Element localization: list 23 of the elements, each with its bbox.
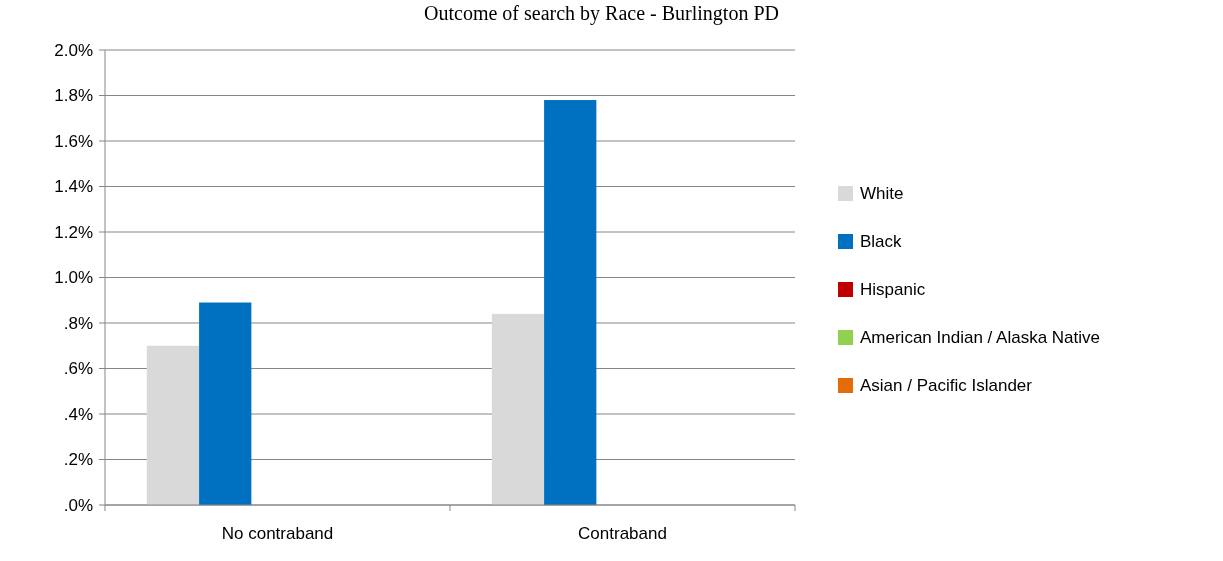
bar [491,313,545,505]
legend-label: White [860,183,904,203]
legend-label: Asian / Pacific Islander [860,375,1033,395]
legend-label: Hispanic [860,279,926,299]
y-tick-label: 1.6% [54,131,93,151]
y-tick-label: 1.8% [54,86,93,106]
y-tick-label: 2.0% [54,40,93,60]
y-tick-label: 1.0% [54,268,93,288]
x-tick-label: No contraband [221,524,334,543]
y-tick-label: .8% [63,313,93,333]
y-tick-label: .2% [63,450,93,470]
x-tick-label: Contraband [578,524,667,543]
chart-title: Outcome of search by Race - Burlington PD [424,2,779,25]
bar [199,302,252,505]
bar [544,100,597,505]
y-tick-label: 1.2% [54,222,93,242]
bar [146,345,200,505]
y-tick-label: 1.4% [54,177,93,197]
y-tick-label: .6% [63,359,93,379]
y-tick-label: .0% [63,495,93,515]
legend-label: American Indian / Alaska Native [860,327,1101,347]
legend-label: Black [860,231,903,251]
y-tick-label: .4% [63,404,93,424]
